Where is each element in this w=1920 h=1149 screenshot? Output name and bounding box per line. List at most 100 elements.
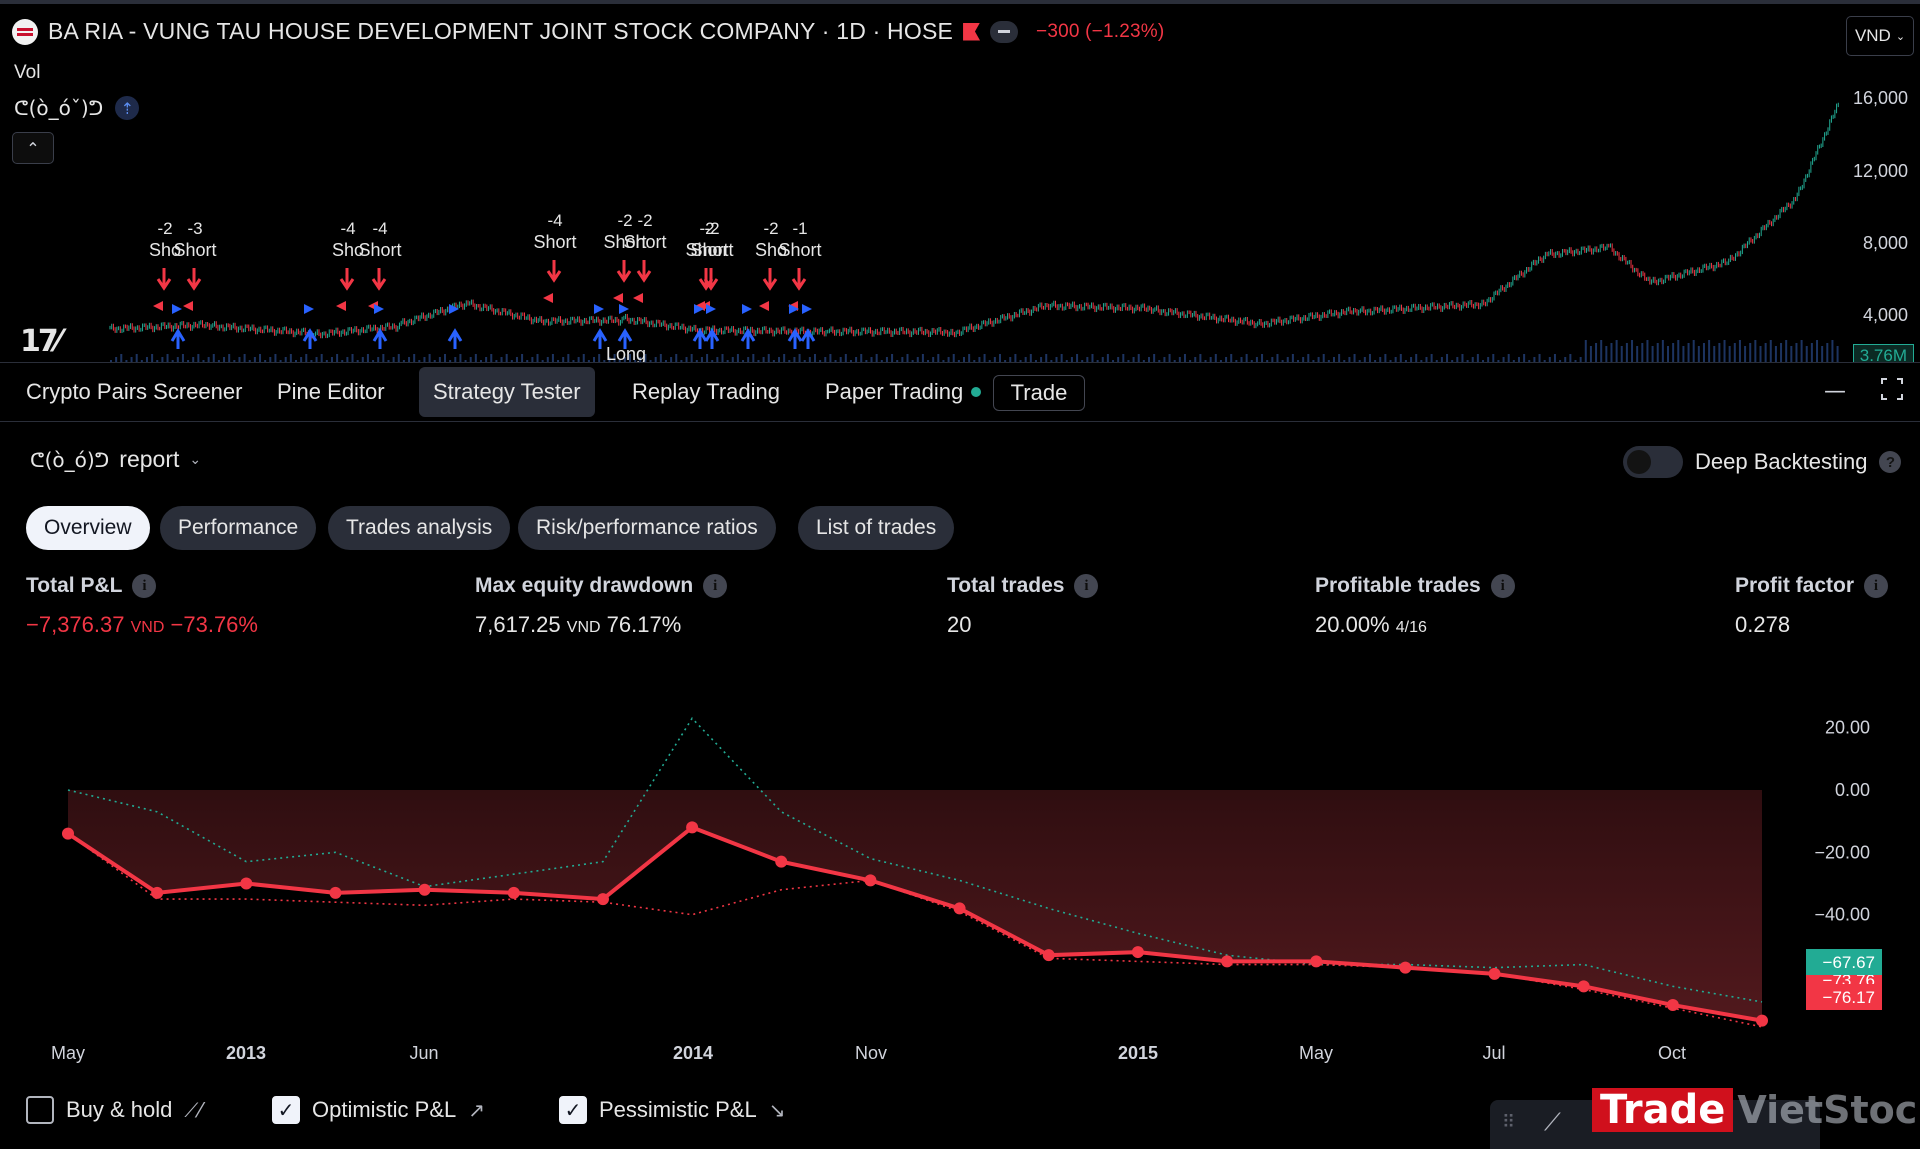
volume-bar — [1142, 360, 1145, 362]
metric-label: Total trades — [947, 574, 1065, 597]
volume-bar — [495, 360, 498, 362]
info-icon[interactable]: i — [1074, 574, 1099, 598]
volume-bar — [176, 357, 179, 362]
price-chart[interactable]: -2Sho-3Short-4Sho-4Short-4Short-2Short-2… — [0, 4, 1920, 362]
volume-bar — [1569, 354, 1572, 362]
info-icon[interactable]: i — [1864, 574, 1889, 598]
drag-handle-icon[interactable]: ⠿ — [1502, 1112, 1516, 1133]
currency-button[interactable]: VND ⌄ — [1846, 16, 1914, 56]
legend-optimistic-pnl[interactable]: ✓ Optimistic P&L ↗ — [272, 1096, 485, 1124]
subtab-trades-analysis[interactable]: Trades analysis — [328, 506, 511, 550]
volume-bar — [402, 360, 405, 362]
x-tick-label: 2014 — [673, 1043, 713, 1063]
strategy-name[interactable]: ᕦ(ò_óˇ)ᕤ — [14, 96, 104, 120]
short-arrow-icon — [546, 260, 562, 283]
info-icon[interactable]: i — [132, 574, 157, 598]
legend-pessimistic-pnl[interactable]: ✓ Pessimistic P&L ↘ — [559, 1096, 785, 1124]
short-entry-marker — [759, 301, 769, 311]
volume-bar — [747, 357, 750, 362]
trade-type-label: Short — [685, 240, 728, 260]
subtab-overview[interactable]: Overview — [26, 506, 150, 550]
tab-paper-trading[interactable]: Paper Trading — [811, 367, 995, 417]
volume-bar — [1692, 340, 1695, 362]
volume-indicator-label[interactable]: Vol — [14, 62, 41, 83]
volume-bar — [1661, 340, 1664, 362]
metric-percent: −73.76% — [170, 612, 258, 637]
add-indicator-icon[interactable]: ⇡ — [115, 96, 140, 120]
subtab-performance[interactable]: Performance — [160, 506, 317, 550]
volume-bar — [212, 354, 215, 362]
volume-bar — [1112, 360, 1115, 362]
volume-bar — [1209, 357, 1212, 362]
volume-bar — [505, 354, 508, 362]
price-chart-pane[interactable]: -2 Sho -3 Short -4 Sho -4 Short -4 Short -2 Short -2… — [0, 0, 1920, 362]
flag-icon[interactable] — [963, 22, 981, 41]
volume-bar — [413, 354, 416, 362]
volume-bar — [166, 354, 169, 362]
long-arrow-icon — [692, 328, 708, 349]
volume-bar — [1492, 354, 1495, 362]
tab-crypto-pairs-screener[interactable]: Crypto Pairs Screener — [12, 367, 256, 417]
volume-bar — [1718, 343, 1721, 362]
pnl-point — [62, 827, 74, 840]
volume-bar — [957, 360, 960, 362]
short-arrow-icon — [791, 268, 807, 291]
volume-bar — [274, 354, 277, 362]
tradingview-logo[interactable]: 17⁄ — [20, 324, 61, 359]
tab-replay-trading[interactable]: Replay Trading — [618, 367, 794, 417]
volume-bar — [366, 354, 369, 362]
tab-pine-editor[interactable]: Pine Editor — [263, 367, 399, 417]
volume-bar — [1404, 360, 1407, 362]
x-tick-label: May — [51, 1043, 85, 1063]
volume-bar — [1106, 354, 1109, 362]
volume-bar — [849, 360, 852, 362]
subtab-risk-performance-ratios[interactable]: Risk/performance ratios — [518, 506, 776, 550]
tab-strategy-tester[interactable]: Strategy Tester — [419, 367, 595, 417]
volume-bar — [793, 357, 796, 362]
trade-qty-label: -1 — [792, 219, 807, 238]
minimize-panel-icon[interactable]: — — [1824, 379, 1846, 404]
watermark-logo: Trade VietStock — [1592, 1088, 1920, 1132]
collapse-legend-button[interactable]: ⌃ — [12, 132, 54, 164]
optimistic-pnl-checkbox[interactable]: ✓ — [272, 1096, 300, 1124]
volume-bar — [1410, 357, 1413, 362]
volume-bar — [161, 357, 164, 362]
trend-line-icon[interactable]: ⟋ — [1544, 1108, 1561, 1136]
help-icon[interactable]: ? — [1879, 451, 1902, 473]
volume-bar — [474, 354, 477, 362]
volume-bar — [1353, 354, 1356, 362]
info-icon[interactable]: i — [1490, 574, 1515, 598]
volume-bar — [1800, 340, 1803, 362]
x-tick-label: Jun — [409, 1043, 438, 1063]
volume-bar — [1764, 343, 1767, 362]
deep-backtesting-toggle[interactable] — [1623, 446, 1683, 478]
volume-bar — [834, 360, 837, 362]
volume-bar — [906, 354, 909, 362]
metric-label: Total P&L — [26, 574, 123, 597]
volume-bar — [1430, 354, 1433, 362]
trade-button[interactable]: Trade — [993, 375, 1085, 411]
info-icon[interactable]: i — [703, 574, 728, 598]
symbol-title[interactable]: BA RIA - VUNG TAU HOUSE DEVELOPMENT JOIN… — [48, 18, 954, 44]
legend-buy-hold[interactable]: Buy & hold ⟋⁄ — [26, 1096, 202, 1124]
volume-bar — [1744, 346, 1747, 362]
volume-bar — [1482, 360, 1485, 362]
volume-bar — [618, 360, 621, 362]
strategy-icon: ᕦ(ò_ó)ᕤ — [30, 447, 110, 472]
volume-bar — [1060, 354, 1063, 362]
pnl-chart[interactable]: 20.000.00−20.00−40.00−60.00May2013Jun201… — [0, 690, 1920, 1070]
subtab-list-of-trades[interactable]: List of trades — [798, 506, 955, 550]
pessimistic-pnl-checkbox[interactable]: ✓ — [559, 1096, 587, 1124]
short-arrow-icon — [371, 268, 387, 291]
metric-label: Profit factor — [1735, 574, 1855, 597]
volume-bar — [1137, 354, 1140, 362]
maximize-panel-icon[interactable] — [1878, 375, 1906, 407]
volume-bar — [382, 354, 385, 362]
report-selector[interactable]: ᕦ(ò_ó)ᕤ report ⌄ — [30, 446, 201, 473]
metric-value: 20 — [947, 612, 972, 637]
end-label-pessimistic-bg — [1806, 984, 1882, 1010]
volume-bar — [1790, 346, 1793, 362]
volume-bar — [855, 357, 858, 362]
minus-icon[interactable] — [990, 20, 1019, 43]
buy-hold-checkbox[interactable] — [26, 1096, 54, 1124]
